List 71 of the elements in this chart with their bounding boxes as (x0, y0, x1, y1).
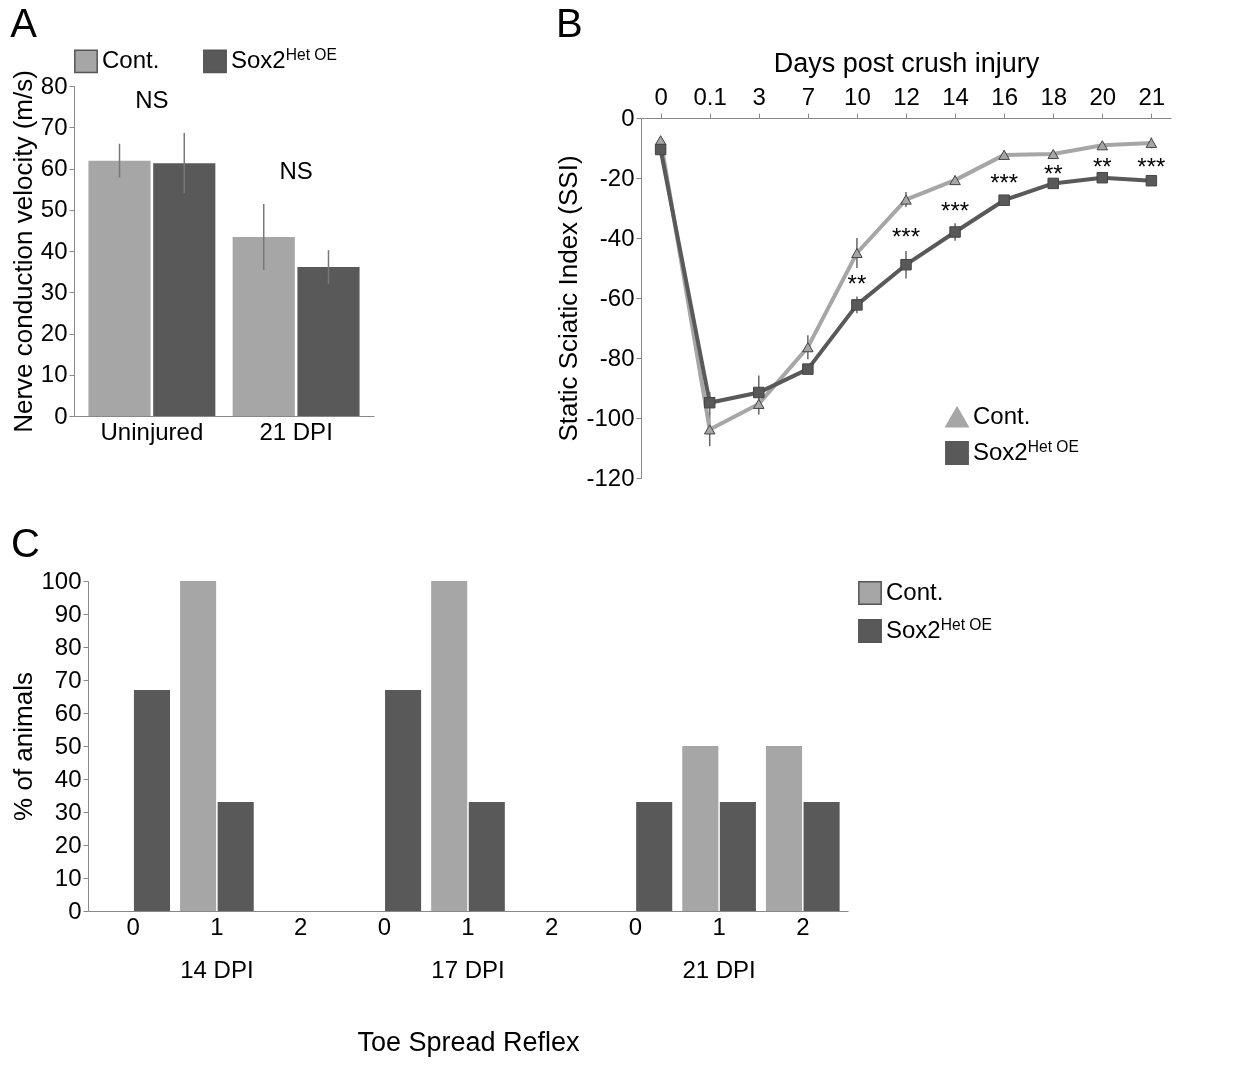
y-tick-label: 50 (54, 731, 82, 759)
y-tick-label: -120 (586, 463, 635, 491)
y-tick-label: 40 (40, 236, 68, 264)
y-tick-label: 40 (54, 764, 82, 792)
y-tick-label: 20 (54, 830, 82, 858)
x-tick-label: 0 (654, 82, 668, 110)
x-tick-label: 21 (1138, 82, 1166, 110)
x-tick-label: 7 (801, 82, 816, 110)
annotation: *** (990, 168, 1019, 196)
annotation: ** (1092, 152, 1112, 180)
x-tick-label: 18 (1040, 82, 1068, 110)
y-tick-label: 60 (54, 698, 82, 726)
annotation: NS (279, 156, 313, 184)
y-tick-label: -60 (599, 283, 635, 311)
x-tick-label: 1 (712, 912, 726, 940)
annotation: ** (1043, 159, 1063, 187)
x-tick-label: 2 (545, 912, 559, 940)
y-tick-label: 70 (54, 665, 82, 693)
y-tick-label: 50 (40, 195, 68, 223)
y-axis-title: Nerve conduction velocity (m/s) (7, 70, 38, 433)
x-tick-label: 20 (1089, 82, 1117, 110)
annotation: ** (847, 269, 867, 297)
y-tick-label: -40 (599, 223, 635, 251)
y-tick-label: 80 (40, 71, 68, 99)
y-tick-label: 80 (54, 632, 82, 660)
y-tick-label: 60 (40, 154, 68, 181)
chart-title: A (10, 1, 38, 45)
y-tick-label: 10 (40, 360, 68, 388)
legend-label: Sox2$^{Het OE}$ (231, 45, 337, 74)
y-axis-title: Static Sciatic Index (SSI) (553, 155, 584, 442)
legend-label: Cont. (886, 578, 944, 605)
x-tick-label: 10 (844, 82, 871, 110)
annotation: *** (1137, 152, 1166, 180)
legend-label: Sox2$^{Het OE}$ (886, 615, 992, 643)
text: 14 DPI (180, 956, 254, 983)
x-tick-label: 16 (991, 82, 1018, 110)
legend-label: Cont. (973, 402, 1031, 429)
y-axis-title: % of animals (8, 672, 39, 821)
text: 17 DPI (431, 956, 505, 983)
x-tick-label: 12 (893, 82, 920, 110)
chart-title: B (555, 1, 583, 45)
x-tick-label: Uninjured (100, 417, 204, 445)
x2-axis-title: Days post crush injury (773, 47, 1040, 78)
annotation: *** (941, 197, 970, 225)
annotation: *** (891, 223, 921, 251)
x-tick-label: 0.1 (693, 82, 727, 110)
y-tick-label: 10 (54, 863, 82, 891)
y-tick-label: 90 (54, 599, 82, 627)
x-tick-label: 0 (377, 912, 391, 940)
x-axis-title: Toe Spread Reflex (357, 1026, 581, 1057)
legend-label: Cont. (102, 46, 160, 74)
y-tick-label: -20 (599, 163, 635, 191)
chart-title: C (10, 521, 40, 565)
x-tick-label: 1 (210, 912, 224, 940)
y-tick-label: 30 (40, 277, 68, 305)
x-tick-label: 0 (126, 912, 140, 940)
y-tick-label: 70 (40, 112, 68, 140)
x-tick-label: 1 (461, 912, 475, 940)
y-tick-label: 100 (41, 566, 82, 594)
x-tick-label: 2 (796, 912, 810, 940)
y-tick-label: -100 (586, 403, 635, 431)
y-tick-label: -80 (599, 343, 635, 371)
x-tick-label: 3 (752, 82, 766, 110)
y-tick-label: 0 (621, 103, 635, 131)
y-tick-label: 20 (40, 319, 68, 346)
y-tick-label: 30 (54, 797, 82, 825)
legend-label: Sox2$^{Het OE}$ (973, 437, 1079, 465)
text: 21 DPI (682, 956, 756, 983)
annotation: NS (135, 86, 169, 114)
x-tick-label: 2 (293, 912, 308, 940)
x-tick-label: 14 (942, 82, 969, 110)
